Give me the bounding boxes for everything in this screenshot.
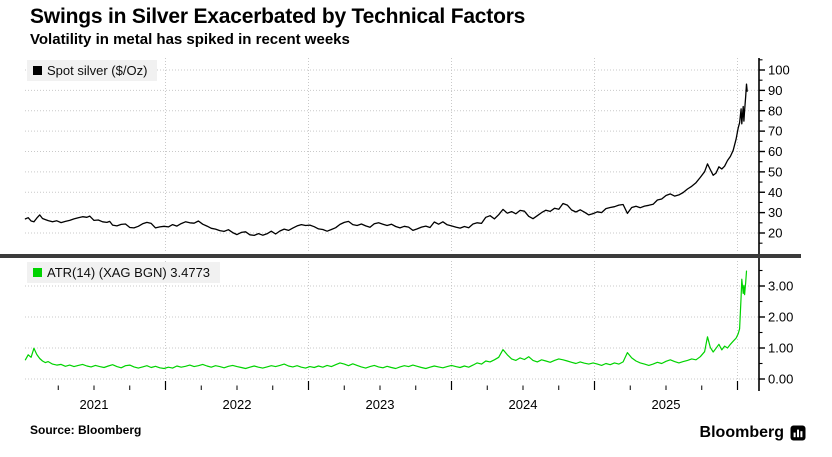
svg-text:2023: 2023 (366, 397, 395, 412)
svg-text:60: 60 (768, 144, 782, 159)
legend-spot-silver: Spot silver ($/Oz) (27, 60, 158, 81)
bloomberg-logo-text: Bloomberg (699, 424, 784, 441)
svg-text:70: 70 (768, 124, 782, 139)
svg-text:1.00: 1.00 (768, 341, 793, 356)
source-attribution: Source: Bloomberg (30, 423, 142, 437)
svg-text:50: 50 (768, 164, 782, 179)
svg-text:2.00: 2.00 (768, 310, 793, 325)
svg-text:20: 20 (768, 226, 782, 241)
series-spot-silver (24, 83, 748, 237)
svg-text:30: 30 (768, 205, 782, 220)
panel-separator (0, 254, 801, 258)
svg-text:3.00: 3.00 (768, 279, 793, 294)
svg-text:2024: 2024 (509, 397, 538, 412)
page-title: Swings in Silver Exacerbated by Technica… (30, 5, 526, 28)
svg-text:0.00: 0.00 (768, 372, 793, 387)
svg-text:2022: 2022 (223, 397, 252, 412)
bloomberg-logo: Bloomberg (700, 424, 806, 442)
black-square-icon (33, 66, 42, 75)
svg-text:90: 90 (768, 83, 782, 98)
svg-text:2025: 2025 (652, 397, 681, 412)
bloomberg-terminal-icon (790, 425, 806, 441)
series-atr-14-xag-bgn (24, 270, 748, 370)
svg-text:80: 80 (768, 103, 782, 118)
legend-spot-silver-label: Spot silver ($/Oz) (47, 63, 148, 78)
page-subtitle: Volatility in metal has spiked in recent… (30, 31, 350, 48)
svg-text:40: 40 (768, 185, 782, 200)
green-square-icon (33, 268, 42, 277)
svg-text:2021: 2021 (80, 397, 109, 412)
svg-text:100: 100 (768, 63, 790, 78)
legend-atr-label: ATR(14) (XAG BGN) 3.4773 (47, 265, 211, 280)
legend-atr: ATR(14) (XAG BGN) 3.4773 (27, 262, 221, 283)
